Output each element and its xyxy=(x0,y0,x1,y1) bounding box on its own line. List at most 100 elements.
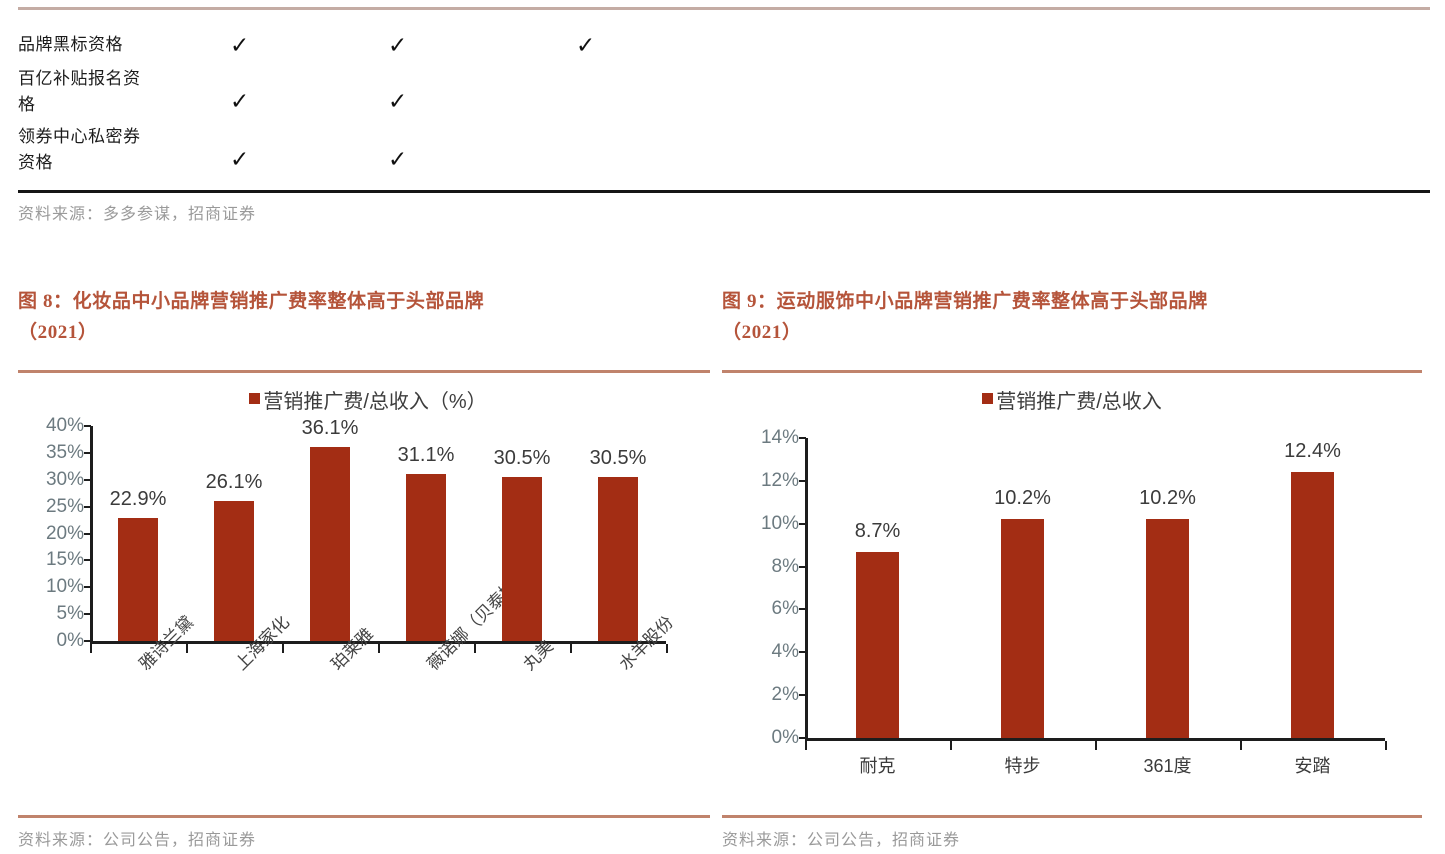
bar-value-label: 30.5% xyxy=(493,447,551,470)
y-axis-tick-label: 20% xyxy=(45,522,84,544)
legend-swatch-icon xyxy=(249,393,261,404)
y-axis-tickmark xyxy=(84,451,91,454)
y-axis-tickmark xyxy=(84,559,91,562)
table-row-label: 百亿补贴报名资 格 xyxy=(18,69,141,114)
y-axis-tick-label: 8% xyxy=(771,555,799,577)
bar xyxy=(213,500,255,641)
bar-value-label: 22.9% xyxy=(109,487,167,510)
figure-8-title-line2: （2021） xyxy=(18,322,98,343)
y-axis-tick-label: 10% xyxy=(760,512,799,534)
x-axis-tickmark xyxy=(378,644,380,653)
y-axis-tick-label: 35% xyxy=(45,441,84,463)
y-axis-tick: 35% xyxy=(32,442,84,475)
y-axis-tickmark xyxy=(799,565,806,568)
x-axis-line xyxy=(90,641,666,644)
checkmark-icon: ✓ xyxy=(388,147,408,173)
y-axis-tickmark xyxy=(84,640,91,642)
y-axis-tick-label: 2% xyxy=(771,684,799,706)
y-axis-tick: 30% xyxy=(32,469,84,502)
table-bottom-rule xyxy=(18,190,1430,193)
figure-8-plot-area: 0% 5% 10% 15% 20% 25% 30% 35% 40% 22.9% 雅诗兰黛 26.1% 上… xyxy=(18,415,718,806)
bar-value-label: 30.5% xyxy=(589,447,647,470)
figure-9-source-note: 资料来源：公司公告，招商证券 xyxy=(722,832,961,849)
figure-9-footer-rule xyxy=(722,815,1422,818)
x-axis-category-label: 安踏 xyxy=(1294,756,1331,776)
bar xyxy=(405,473,447,641)
bar-value-label: 8.7% xyxy=(854,519,901,542)
y-axis-tickmark xyxy=(799,694,806,697)
bar-value-label: 36.1% xyxy=(301,416,359,439)
bar xyxy=(1290,472,1335,738)
y-axis-tick-label: 6% xyxy=(771,598,799,620)
x-axis-tickmark xyxy=(950,741,952,750)
y-axis-tick: 10% xyxy=(32,576,84,609)
y-axis-tick: 0% xyxy=(32,630,84,663)
figure-9-title-line1: 图 9：运动服饰中小品牌营销推广费率整体高于头部品牌 xyxy=(722,291,1208,312)
y-axis-tick: 6% xyxy=(743,598,799,631)
bar-value-label: 26.1% xyxy=(205,470,263,493)
y-axis-tick: 0% xyxy=(743,727,799,760)
figure-8-legend: 营销推广费/总收入（%） xyxy=(18,385,718,414)
y-axis-tickmark xyxy=(799,651,806,654)
bar-value-label: 10.2% xyxy=(994,487,1051,510)
x-axis-tickmark xyxy=(1240,741,1242,750)
figure-8-panel: 图 8：化妆品中小品牌营销推广费率整体高于头部品牌 （2021） 营销推广费/总… xyxy=(18,286,718,854)
x-axis-tickmark xyxy=(570,644,572,653)
figure-9-plot-area: 0% 2% 4% 6% 8% 10% 12% 14% 8.7% 耐克 10.2% 特步 10.2% 361… xyxy=(722,427,1422,818)
checkmark-icon: ✓ xyxy=(388,33,408,59)
y-axis-tick: 20% xyxy=(32,523,84,556)
figure-8-footer-rule xyxy=(18,815,710,818)
bar xyxy=(309,446,351,641)
figure-8-title-line1: 图 8：化妆品中小品牌营销推广费率整体高于头部品牌 xyxy=(18,291,485,312)
legend-label: 营销推广费/总收入（%） xyxy=(263,391,487,413)
y-axis-tickmark xyxy=(799,437,806,439)
y-axis-tickmark xyxy=(84,532,91,535)
y-axis-tickmark xyxy=(84,505,91,508)
bar xyxy=(501,477,543,641)
y-axis-tick-label: 10% xyxy=(45,576,84,598)
bar xyxy=(597,477,639,641)
bar-value-label: 10.2% xyxy=(1139,487,1196,510)
legend-label: 营销推广费/总收入 xyxy=(996,391,1162,413)
y-axis-tick: 14% xyxy=(743,427,799,460)
y-axis-tickmark xyxy=(799,737,806,739)
y-axis-tick: 4% xyxy=(743,641,799,674)
legend-swatch-icon xyxy=(982,393,994,404)
y-axis-tick-label: 5% xyxy=(56,603,84,625)
y-axis-tick: 5% xyxy=(32,603,84,636)
x-axis-category-label: 耐克 xyxy=(859,756,896,776)
bar-value-label: 12.4% xyxy=(1284,440,1341,463)
checkmark-icon: ✓ xyxy=(230,33,250,59)
figure-9-panel: 图 9：运动服饰中小品牌营销推广费率整体高于头部品牌 （2021） 营销推广费/… xyxy=(722,286,1422,854)
x-axis-tickmark xyxy=(474,644,476,653)
y-axis-tick: 15% xyxy=(32,549,84,582)
y-axis-tick: 12% xyxy=(743,470,799,503)
figure-9-legend: 营销推广费/总收入 xyxy=(722,385,1422,414)
x-axis-tickmark xyxy=(666,644,668,653)
y-axis-tick: 8% xyxy=(743,556,799,589)
bar xyxy=(1000,519,1045,738)
y-axis-tick-label: 12% xyxy=(760,469,799,491)
y-axis-tick-label: 40% xyxy=(45,415,84,436)
y-axis-tickmark xyxy=(84,478,91,481)
checkmark-icon: ✓ xyxy=(388,89,408,115)
y-axis-tick: 40% xyxy=(32,415,84,448)
y-axis-tickmark xyxy=(799,608,806,611)
y-axis-tickmark xyxy=(84,586,91,589)
y-axis-tick-label: 30% xyxy=(45,468,84,490)
checkmark-icon: ✓ xyxy=(230,89,250,115)
x-axis-line xyxy=(805,738,1385,741)
x-axis-tickmark xyxy=(1095,741,1097,750)
y-axis-tick-label: 14% xyxy=(760,427,799,448)
y-axis-tickmark xyxy=(799,479,806,482)
table-source-note: 资料来源：多多参谋，招商证券 xyxy=(18,206,257,223)
y-axis-line xyxy=(90,426,93,643)
table-row-label: 品牌黑标资格 xyxy=(18,35,123,54)
bar xyxy=(117,517,159,641)
y-axis-tick: 10% xyxy=(743,513,799,546)
checkmark-icon: ✓ xyxy=(230,147,250,173)
y-axis-tick-label: 0% xyxy=(56,630,84,651)
y-axis-tick-label: 0% xyxy=(771,727,799,748)
y-axis-tick: 25% xyxy=(32,496,84,529)
figure-8-title-rule xyxy=(18,370,710,373)
